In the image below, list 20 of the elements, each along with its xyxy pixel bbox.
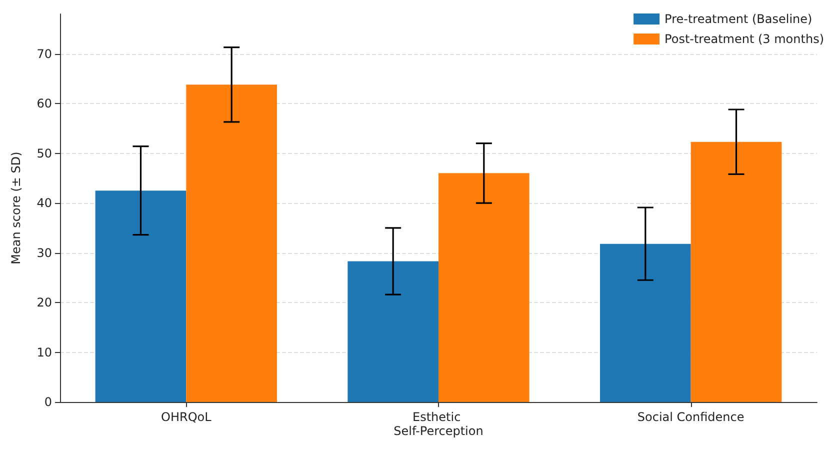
- y-axis-title: Mean score (± SD): [9, 152, 23, 264]
- y-tick-label: 10: [36, 345, 52, 360]
- bar: [690, 142, 782, 402]
- y-tick-label: 60: [36, 96, 52, 111]
- y-tick-label: 50: [36, 146, 52, 160]
- y-tick-label: 30: [36, 246, 52, 260]
- legend-label: Post-treatment (3 months): [664, 32, 824, 46]
- bar: [438, 173, 530, 402]
- legend-label: Pre-treatment (Baseline): [664, 12, 812, 26]
- y-tick-label: 0: [44, 395, 52, 409]
- bar: [95, 190, 186, 402]
- bar: [348, 261, 438, 402]
- x-tick-label: Social Confidence: [637, 410, 744, 424]
- bar: [186, 84, 278, 402]
- y-tick-label: 70: [36, 46, 52, 61]
- x-tick-label: Esthetic Self-Perception: [394, 410, 484, 438]
- y-tick-label: 40: [36, 196, 52, 210]
- y-tick-label: 20: [36, 296, 52, 310]
- bar: [600, 244, 691, 402]
- x-tick-label: OHRQoL: [161, 410, 212, 424]
